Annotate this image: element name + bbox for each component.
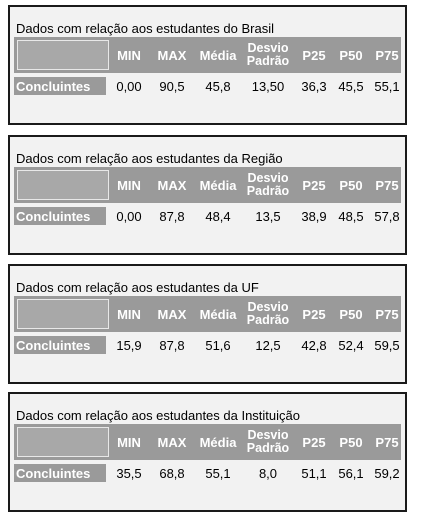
header-desvio-padrao: Desvio Padrão <box>241 296 295 332</box>
value-min: 0,00 <box>116 208 142 224</box>
value-media: 45,8 <box>205 78 231 94</box>
panel-title: Dados com relação aos estudantes do Bras… <box>16 21 274 36</box>
header-p25: P25 <box>302 434 326 450</box>
header-padrao: Padrão <box>246 441 290 455</box>
header-media: Média <box>199 47 237 63</box>
panel-title: Dados com relação aos estudantes da Inst… <box>16 408 301 423</box>
panel-brasil: Dados com relação aos estudantes do Bras… <box>8 5 407 125</box>
value-min: 0,00 <box>116 78 142 94</box>
header-corner <box>17 427 109 457</box>
value-p50: 48,5 <box>338 208 364 224</box>
value-p25: 51,1 <box>301 465 327 481</box>
value-max: 90,5 <box>159 78 185 94</box>
table-header: MIN MAX Média Desvio Padrão P25 P50 P75 <box>14 424 401 460</box>
value-p25: 36,3 <box>301 78 327 94</box>
header-p75: P75 <box>375 47 399 63</box>
header-min: MIN <box>117 434 141 450</box>
value-media: 51,6 <box>205 337 231 353</box>
panel-instituicao: Dados com relação aos estudantes da Inst… <box>8 392 407 512</box>
table-header: MIN MAX Média Desvio Padrão P25 P50 P75 <box>14 296 401 332</box>
header-min: MIN <box>117 47 141 63</box>
header-p50: P50 <box>339 434 363 450</box>
header-p50: P50 <box>339 177 363 193</box>
panel-title: Dados com relação aos estudantes da Regi… <box>16 151 283 166</box>
header-desvio: Desvio <box>247 41 289 55</box>
panel-title: Dados com relação aos estudantes da UF <box>16 280 259 295</box>
header-p75: P75 <box>375 306 399 322</box>
value-desvio: 13,50 <box>251 78 285 94</box>
panel-uf: Dados com relação aos estudantes da UF M… <box>8 264 407 384</box>
header-desvio-padrao: Desvio Padrão <box>241 424 295 460</box>
row-label: Concluintes <box>14 207 106 225</box>
row-label: Concluintes <box>14 464 106 482</box>
header-max: MAX <box>157 177 187 193</box>
header-p75: P75 <box>375 434 399 450</box>
header-max: MAX <box>157 47 187 63</box>
header-corner <box>17 170 109 200</box>
header-p25: P25 <box>302 177 326 193</box>
header-p50: P50 <box>339 306 363 322</box>
header-desvio: Desvio <box>247 300 289 314</box>
value-max: 68,8 <box>159 465 185 481</box>
value-media: 55,1 <box>205 465 231 481</box>
value-p50: 52,4 <box>338 337 364 353</box>
header-media: Média <box>199 306 237 322</box>
header-padrao: Padrão <box>246 313 290 327</box>
panel-regiao: Dados com relação aos estudantes da Regi… <box>8 135 407 255</box>
header-media: Média <box>199 177 237 193</box>
header-padrao: Padrão <box>246 54 290 68</box>
value-desvio: 8,0 <box>258 465 278 481</box>
header-max: MAX <box>157 434 187 450</box>
header-corner <box>17 40 109 70</box>
table-header: MIN MAX Média Desvio Padrão P25 P50 P75 <box>14 37 401 73</box>
header-max: MAX <box>157 306 187 322</box>
value-max: 87,8 <box>159 208 185 224</box>
header-desvio: Desvio <box>247 428 289 442</box>
header-p25: P25 <box>302 306 326 322</box>
value-p75: 57,8 <box>374 208 400 224</box>
header-min: MIN <box>117 306 141 322</box>
value-desvio: 12,5 <box>255 337 281 353</box>
value-max: 87,8 <box>159 337 185 353</box>
value-min: 35,5 <box>116 465 142 481</box>
value-p75: 59,2 <box>374 465 400 481</box>
table-header: MIN MAX Média Desvio Padrão P25 P50 P75 <box>14 167 401 203</box>
header-media: Média <box>199 434 237 450</box>
header-p50: P50 <box>339 47 363 63</box>
value-desvio: 13,5 <box>255 208 281 224</box>
header-p75: P75 <box>375 177 399 193</box>
value-p25: 38,9 <box>301 208 327 224</box>
header-min: MIN <box>117 177 141 193</box>
value-min: 15,9 <box>116 337 142 353</box>
header-desvio: Desvio <box>247 171 289 185</box>
value-p25: 42,8 <box>301 337 327 353</box>
header-desvio-padrao: Desvio Padrão <box>241 167 295 203</box>
header-corner <box>17 299 109 329</box>
value-media: 48,4 <box>205 208 231 224</box>
value-p50: 56,1 <box>338 465 364 481</box>
row-label: Concluintes <box>14 77 106 95</box>
header-p25: P25 <box>302 47 326 63</box>
header-desvio-padrao: Desvio Padrão <box>241 37 295 73</box>
value-p50: 45,5 <box>338 78 364 94</box>
row-label: Concluintes <box>14 336 106 354</box>
value-p75: 55,1 <box>374 78 400 94</box>
header-padrao: Padrão <box>246 184 290 198</box>
value-p75: 59,5 <box>374 337 400 353</box>
